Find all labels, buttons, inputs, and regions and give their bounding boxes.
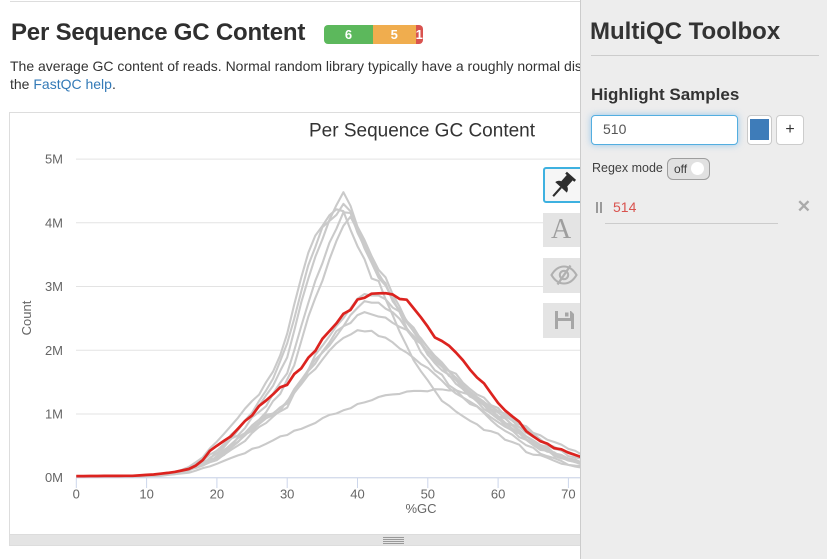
svg-text:30: 30 bbox=[280, 487, 294, 502]
svg-text:3M: 3M bbox=[45, 279, 63, 294]
svg-text:60: 60 bbox=[491, 487, 505, 502]
svg-text:2M: 2M bbox=[45, 343, 63, 358]
svg-text:40: 40 bbox=[350, 487, 364, 502]
svg-text:10: 10 bbox=[139, 487, 153, 502]
svg-text:1M: 1M bbox=[45, 407, 63, 422]
svg-text:5M: 5M bbox=[45, 152, 63, 167]
svg-text:%GC: %GC bbox=[405, 501, 436, 516]
svg-text:4M: 4M bbox=[45, 215, 63, 230]
svg-text:Count: Count bbox=[19, 300, 34, 335]
svg-text:0: 0 bbox=[73, 487, 80, 502]
svg-text:0M: 0M bbox=[45, 470, 63, 485]
svg-text:20: 20 bbox=[210, 487, 224, 502]
svg-text:Per Sequence GC Content: Per Sequence GC Content bbox=[309, 121, 536, 142]
svg-text:70: 70 bbox=[561, 487, 575, 502]
svg-text:50: 50 bbox=[421, 487, 435, 502]
